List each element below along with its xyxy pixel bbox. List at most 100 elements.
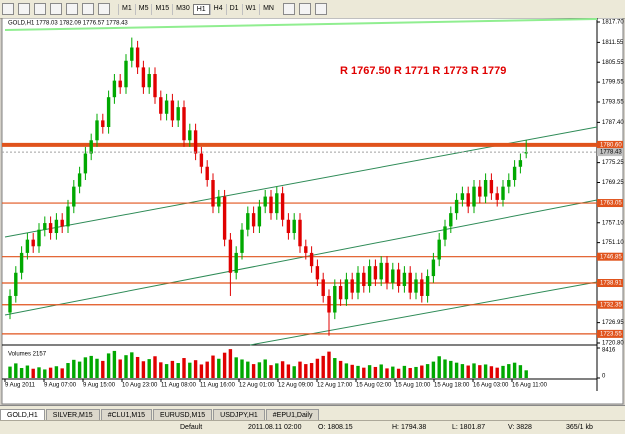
volume-bar [48, 367, 53, 378]
candle-body [408, 272, 412, 293]
volume-bar [443, 359, 447, 378]
y-tick-label: 1757.10 [602, 220, 624, 226]
timeframe-button[interactable]: M15 [151, 3, 172, 15]
periodicity[interactable] [314, 3, 327, 15]
volume-bar [159, 362, 163, 378]
candle-body [66, 206, 70, 227]
candle-body [25, 239, 30, 253]
y-tick-label: 1720.80 [602, 341, 624, 347]
chart-tab[interactable]: EURUSD,M15 [153, 409, 213, 421]
cursor-tool[interactable] [2, 3, 14, 15]
candle-body [159, 97, 163, 114]
candle-body [130, 47, 134, 61]
level-tag [597, 252, 623, 261]
volume-bar [19, 368, 24, 378]
candle-body [344, 279, 349, 300]
chart-title: GOLD,H1 1778.03 1782.09 1776.57 1778.43 [8, 21, 128, 27]
candle-body [246, 213, 250, 230]
volume-tick-label: 0 [602, 374, 606, 380]
candle-body [222, 196, 227, 240]
volume-bar [460, 364, 465, 378]
timeframe-button[interactable]: M5 [134, 3, 152, 15]
channel-tool[interactable] [50, 3, 62, 15]
candle-body [356, 272, 360, 293]
candle-body [48, 223, 53, 234]
chart-tab[interactable]: #CLU1,M15 [100, 409, 153, 421]
status-field: V: 3828 [508, 424, 532, 431]
level-label: 1763.05 [600, 201, 622, 207]
candle-body [286, 219, 291, 234]
volume-bar [263, 359, 267, 378]
line-tool[interactable] [34, 3, 46, 15]
timeframe-button[interactable]: M30 [172, 3, 193, 15]
timeframe-button[interactable]: MN [259, 3, 277, 15]
y-tick-label: 1787.40 [602, 120, 624, 126]
volume-bar [466, 365, 470, 378]
timeframe-button[interactable]: W1 [241, 3, 260, 15]
y-tick-label: 1799.55 [602, 80, 624, 86]
y-tick-label: 1811.55 [602, 40, 624, 46]
timeframe-button[interactable]: D1 [225, 3, 242, 15]
chart-tab[interactable]: USDJPY,H1 [213, 409, 265, 421]
volume-title: Volumes 2157 [8, 352, 47, 358]
candle-body [524, 152, 528, 154]
volume-bar [54, 366, 59, 378]
volume-bar [275, 363, 279, 378]
fibo-tool[interactable] [66, 3, 78, 15]
volume-bar [37, 367, 41, 378]
volume-bar [130, 352, 134, 378]
candle-body [77, 173, 82, 187]
chart-tabs: GOLD,H1 SILVER,M15 #CLU1,M15 EURUSD,M15 USDJ… [0, 405, 625, 421]
candle-body [217, 196, 221, 207]
volume-bar [396, 368, 401, 378]
zoom-out[interactable] [298, 3, 311, 15]
crosshair-tool[interactable] [18, 3, 30, 15]
chart-tab[interactable]: #EPU1,Daily [265, 409, 320, 421]
volume-bar [193, 360, 198, 378]
volume-bar [124, 355, 128, 378]
candle-body [141, 67, 146, 88]
volume-bar [164, 364, 169, 378]
volume-bar [292, 366, 296, 378]
volume-bar [321, 355, 325, 378]
candle-body [362, 272, 366, 287]
candle-body [257, 206, 262, 227]
price-tag [597, 148, 623, 157]
volume-bar [449, 360, 453, 378]
candle-body [269, 196, 273, 214]
volume-bar [147, 359, 151, 378]
status-field: H: 1794.38 [392, 424, 427, 431]
candle-body [14, 272, 18, 296]
volume-bar [391, 366, 395, 378]
timeframe-button[interactable]: H1 [192, 3, 210, 15]
timeframe-button[interactable]: H4 [209, 3, 226, 15]
candle-body [472, 186, 476, 207]
timeframe-button[interactable]: M1 [118, 3, 135, 15]
volume-bar [89, 355, 93, 378]
y-tick-label: 1817.70 [602, 20, 624, 26]
volume-bar [315, 358, 320, 378]
volume-bar [507, 364, 511, 378]
zoom-in[interactable] [282, 3, 295, 15]
arrow-tool[interactable] [98, 3, 110, 15]
volume-bar [298, 361, 302, 378]
candle-body [292, 219, 296, 234]
candle-body [106, 97, 111, 128]
text-tool[interactable] [82, 3, 94, 15]
volume-bar [309, 363, 314, 378]
chart-tab[interactable]: SILVER,M15 [45, 409, 100, 421]
volume-bar [251, 364, 256, 378]
volume-bar [489, 366, 494, 378]
candle-body [170, 100, 175, 121]
candle-body [338, 286, 343, 300]
volume-bar [350, 364, 354, 378]
chart-tab[interactable]: GOLD,H1 [0, 409, 45, 421]
candle-body [449, 213, 453, 227]
candle-body [414, 279, 418, 293]
candle-body [391, 269, 395, 283]
y-tick-label: 1751.10 [602, 240, 624, 246]
volume-bar [217, 358, 221, 378]
volume-bar [228, 349, 233, 378]
candle-body [518, 160, 523, 167]
candle-body [379, 262, 383, 280]
